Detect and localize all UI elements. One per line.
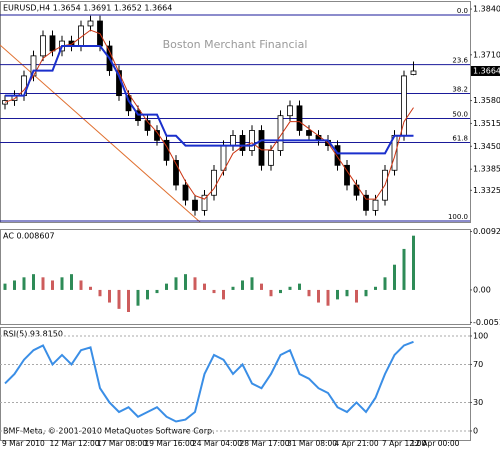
current-price: 1.3664 bbox=[473, 66, 500, 75]
x-tick-label: 17 Mar 08:00 bbox=[97, 439, 147, 448]
candle-body bbox=[363, 194, 369, 211]
rsi-line bbox=[4, 340, 414, 423]
rsi-panel bbox=[0, 327, 471, 441]
candle-body bbox=[239, 135, 246, 151]
y-tick-label: 1.3325 bbox=[473, 186, 500, 195]
candle-body bbox=[353, 184, 360, 196]
x-tick-label: 4 Apr 21:00 bbox=[335, 439, 379, 448]
y-tick-label: 0.00 bbox=[473, 285, 491, 294]
indicator-line bbox=[5, 45, 414, 155]
candle-body bbox=[87, 20, 94, 27]
candle-body bbox=[410, 70, 417, 75]
fib-label: 100.0 bbox=[448, 213, 468, 221]
price-panel bbox=[0, 1, 471, 223]
x-tick-label: 12 Apr 00:00 bbox=[411, 439, 460, 448]
candle-body bbox=[287, 105, 293, 117]
candle-body bbox=[258, 130, 265, 166]
y-tick-label: 0.009261 bbox=[473, 227, 500, 236]
y-tick-label: 1.3385 bbox=[473, 165, 500, 174]
price-marker bbox=[471, 65, 500, 76]
y-tick-label: 0 bbox=[473, 426, 478, 435]
candle-body bbox=[173, 159, 179, 186]
indicator-line bbox=[4, 29, 414, 200]
x-tick-label: 24 Mar 04:00 bbox=[192, 439, 242, 448]
fib-label: 50.0 bbox=[452, 111, 468, 119]
candle-body bbox=[192, 199, 198, 211]
x-tick-label: 28 Mar 17:00 bbox=[240, 439, 290, 448]
y-tick-label: 70 bbox=[473, 360, 483, 369]
candle-body bbox=[277, 115, 284, 151]
x-tick-label: 19 Mar 16:00 bbox=[145, 439, 195, 448]
candle-body bbox=[249, 130, 255, 151]
candle-body bbox=[135, 110, 141, 122]
rsi-title: RSI(5) 93.8150 bbox=[3, 330, 63, 339]
fib-label: 0.0 bbox=[457, 7, 468, 15]
candle-body bbox=[372, 199, 379, 211]
candle-body bbox=[40, 35, 46, 57]
candle-body bbox=[49, 35, 56, 52]
ac-title: AC 0.008607 bbox=[3, 232, 55, 241]
candle-body bbox=[268, 150, 274, 166]
x-tick-label: 31 Mar 08:00 bbox=[287, 439, 337, 448]
candle-body bbox=[211, 169, 217, 196]
x-tick-label: 9 Mar 2010 bbox=[2, 439, 45, 448]
fib-label: 38.2 bbox=[452, 86, 468, 94]
fib-label: 61.8 bbox=[452, 134, 468, 142]
candle-body bbox=[220, 145, 227, 171]
y-tick-label: 100 bbox=[473, 331, 488, 340]
y-tick-label: 1.3840 bbox=[473, 5, 500, 14]
candle-body bbox=[230, 135, 236, 147]
candle-body bbox=[201, 194, 208, 211]
candle-body bbox=[182, 184, 189, 201]
candle-body bbox=[334, 145, 341, 166]
y-tick-label: -0.005146 bbox=[473, 318, 500, 327]
candle-body bbox=[144, 120, 151, 131]
y-tick-label: 30 bbox=[473, 398, 483, 407]
ac-panel bbox=[0, 229, 471, 325]
y-tick-label: 1.3515 bbox=[473, 119, 500, 128]
watermark: Boston Merchant Financial bbox=[163, 38, 308, 51]
candle-body bbox=[296, 105, 303, 131]
chart-title: EURUSD,H4 1.3654 1.3691 1.3652 1.3664 bbox=[3, 4, 172, 13]
x-tick-label: 7 Apr 12:00 bbox=[382, 439, 426, 448]
y-tick-label: 1.3580 bbox=[473, 96, 500, 105]
candle-body bbox=[306, 130, 312, 136]
fib-label: 23.6 bbox=[452, 57, 468, 65]
y-tick-label: 1.3450 bbox=[473, 142, 500, 151]
x-tick-label: 12 Mar 12:00 bbox=[50, 439, 100, 448]
y-tick-label: 1.3710 bbox=[473, 50, 500, 59]
